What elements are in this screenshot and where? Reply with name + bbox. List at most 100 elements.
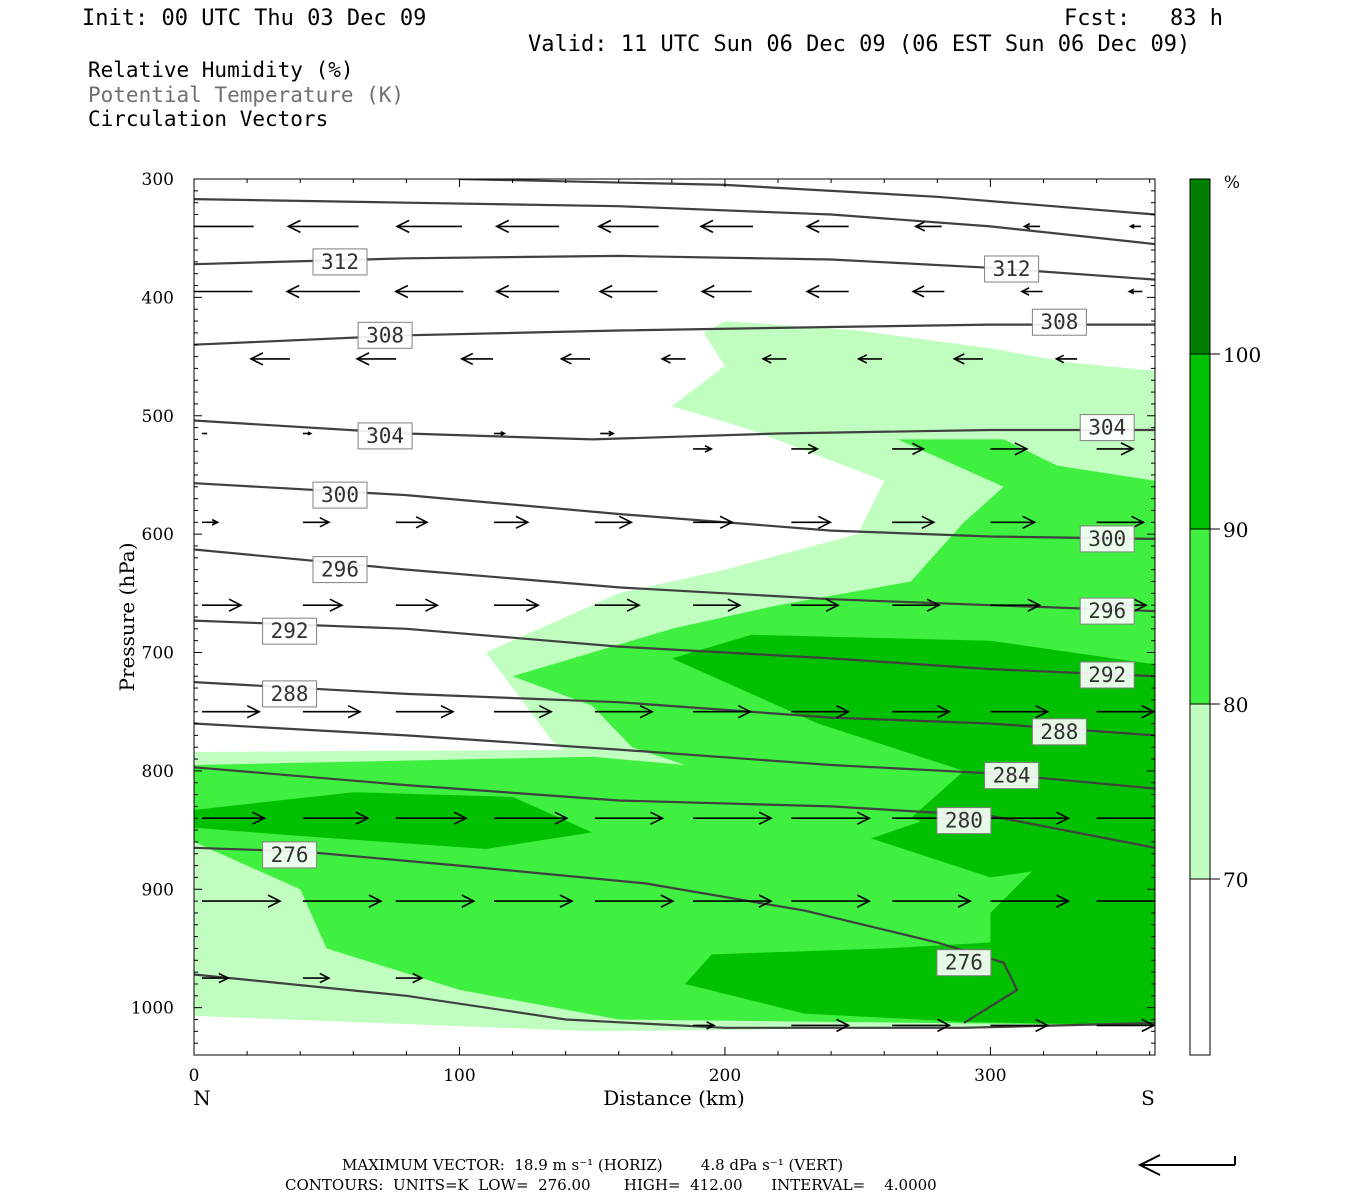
axis-layer: 300 400 500 600 700 800 900 1000 0 100 200 300 [131,170,1155,1086]
contour-label-292: 292 [262,617,318,645]
north-end-label: N [193,1086,211,1110]
contour-label-300: 300 [312,481,368,509]
circulation-vector [194,225,254,228]
contour-label-300: 300 [1079,525,1135,553]
x-tick-label: 100 [443,1066,475,1086]
svg-text:312: 312 [993,257,1031,281]
colorbar-label: 70 [1223,868,1248,892]
circulation-vector [693,444,714,453]
circulation-vector [285,284,360,299]
contour-note: CONTOURS: UNITS=K LOW= 276.00 HIGH= 412.… [285,1176,937,1194]
contour-label-308: 308 [1031,308,1087,336]
svg-text:300: 300 [1088,527,1126,551]
y-tick-label: 300 [142,170,174,190]
legend-vectors: Circulation Vectors [88,107,329,131]
circulation-vector [598,284,658,299]
circulation-vector [394,284,464,299]
circulation-vector [355,352,397,366]
x-axis-title: Distance (km) [603,1086,745,1110]
circulation-vector [202,598,243,612]
circulation-vector [791,704,851,719]
circulation-vector [892,442,926,456]
circulation-vector [791,1018,851,1033]
y-tick-label: 500 [142,407,174,427]
circulation-vector [494,219,560,234]
circulation-vector [1096,1018,1155,1033]
circulation-vector [494,430,507,437]
circulation-vector [990,515,1037,530]
svg-text:280: 280 [945,809,983,833]
colorbar: % 100 90 80 70 [1189,173,1261,1056]
circulation-vector [952,353,983,365]
contour-label-304: 304 [357,422,413,450]
svg-text:296: 296 [1088,599,1126,623]
circulation-vector [395,598,440,612]
circulation-vector [202,518,220,526]
circulation-vector [494,811,569,825]
colorbar-segment [1189,353,1211,530]
svg-text:308: 308 [1040,310,1078,334]
circulation-vector [302,704,362,719]
svg-text:308: 308 [366,323,404,347]
circulation-vector [990,894,1071,908]
theta-contour-308 [194,323,1155,346]
contour-label-276: 276 [936,949,992,977]
circulation-vector [202,972,230,984]
circulation-vector [892,894,972,908]
circulation-vector [302,811,370,825]
circulation-vector [494,704,553,719]
legend-rh: Relative Humidity (%) [88,58,354,82]
contour-label-308: 308 [357,321,413,349]
circulation-vector [1020,287,1043,296]
circulation-vector [761,354,787,364]
contour-label-280: 280 [936,807,992,835]
circulation-vector [395,894,476,908]
theta-contour-276 [194,846,1019,1024]
circulation-vector [302,972,331,984]
svg-text:292: 292 [1088,663,1126,687]
colorbar-label: 90 [1223,518,1248,542]
init-time: Init: 00 UTC Thu 03 Dec 09 [82,6,427,31]
contour-label-layer: 312 312 308 308 304 304 300 300 296 296 292 292 288 2… [262,248,1135,977]
circulation-vector [990,704,1050,719]
x-tick-label: 200 [709,1066,741,1086]
circulation-vector [990,598,1042,612]
contour-label-304: 304 [1079,414,1135,442]
colorbar-segment [1189,528,1211,705]
circulation-vector [302,894,383,908]
circulation-vector [693,1021,716,1030]
south-end-label: S [1141,1086,1155,1110]
circulation-vector [892,598,941,612]
circulation-vector [494,894,574,908]
vector-layer [194,219,1155,1033]
circulation-vector [892,515,936,530]
theta-contour-288 [194,681,1155,737]
circulation-vector [202,811,267,825]
y-tick-label: 400 [142,288,174,308]
circulation-vector [892,704,952,719]
circulation-vector [1096,442,1135,456]
rh-fill-layer [194,321,1155,1032]
circulation-vector [791,515,833,530]
circulation-vector [911,285,945,298]
circulation-vector [1054,354,1078,364]
x-tick-label: 0 [189,1066,200,1086]
svg-text:288: 288 [1040,720,1078,744]
circulation-vector [791,598,840,612]
contour-label-276: 276 [262,841,318,869]
colorbar-label: 100 [1223,343,1261,367]
circulation-vector [594,894,675,908]
circulation-vector [494,515,530,529]
svg-text:312: 312 [321,250,359,274]
circulation-vector [459,352,493,366]
theta-contour-280 [194,766,1155,849]
svg-text:276: 276 [271,843,309,867]
circulation-vector [892,1018,952,1033]
circulation-vector [856,354,882,364]
circulation-vector [395,219,463,234]
contour-label-296: 296 [1079,597,1135,625]
circulation-vector [302,431,313,436]
reference-vector-icon [1137,1154,1236,1176]
svg-text:288: 288 [271,682,309,706]
circulation-vector [791,811,872,825]
